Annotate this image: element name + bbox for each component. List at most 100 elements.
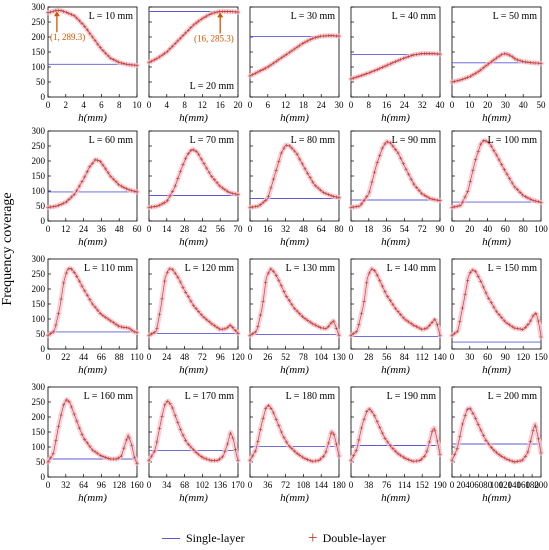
x-axis-label: h(mm) [381, 492, 410, 504]
double-layer-point [114, 322, 118, 326]
double-layer-point [539, 61, 543, 65]
double-layer-point [528, 197, 533, 201]
subplot-12: 0 24 48 72 96 120 h(mm) L = 120 mm [146, 258, 245, 376]
double-layer-point [494, 153, 499, 157]
double-layer-point [279, 284, 283, 288]
double-layer-point [215, 10, 219, 14]
legend-single-layer: Single-layer [162, 528, 245, 548]
x-axis-label: h(mm) [482, 112, 511, 124]
x-tick-label: 90 [501, 352, 511, 362]
double-layer-point [96, 42, 100, 46]
double-layer-point [199, 157, 203, 161]
double-layer-point [326, 193, 331, 197]
double-layer-point [450, 80, 454, 84]
double-layer-point [383, 436, 387, 440]
double-layer-point [77, 426, 81, 430]
x-tick-label: 72 [281, 480, 290, 490]
double-layer-point [536, 437, 540, 441]
double-layer-point [481, 433, 485, 437]
double-layer-point [329, 34, 333, 38]
double-layer-point [362, 73, 366, 77]
double-layer-point [313, 459, 317, 463]
double-layer-point [64, 398, 68, 402]
double-layer-point [176, 177, 180, 181]
double-layer-point [316, 35, 320, 39]
double-layer-point [117, 182, 121, 187]
double-layer-point [393, 148, 398, 152]
double-layer-point [287, 50, 291, 55]
y-tick-label: 150 [32, 171, 46, 181]
double-layer-point [383, 290, 387, 294]
double-layer-point [386, 440, 390, 444]
double-layer-point [197, 310, 201, 314]
double-layer-point [88, 31, 92, 36]
double-layer-point [256, 439, 260, 443]
y-tick-label: 150 [32, 47, 46, 57]
double-layer-point [352, 332, 356, 336]
double-layer-point [508, 458, 512, 462]
double-layer-point [67, 11, 71, 16]
subplot-8: 0 16 32 48 64 80 h(mm) L = 80 mm [247, 130, 344, 248]
double-layer-point [515, 58, 519, 62]
double-layer-point [306, 318, 310, 322]
x-tick-label: 0 [147, 100, 152, 110]
double-layer-point [93, 158, 97, 162]
double-layer-point [399, 313, 403, 317]
x-tick-label: 88 [115, 352, 125, 362]
double-layer-point [117, 456, 121, 460]
double-layer-point [258, 313, 263, 317]
double-layer-point [298, 157, 302, 161]
double-layer-point [458, 78, 462, 82]
double-layer-point [367, 71, 371, 75]
double-layer-point [453, 331, 457, 336]
double-layer-point [513, 57, 517, 61]
double-layer-point [171, 44, 175, 48]
double-layer-point [505, 457, 509, 461]
double-layer-point [401, 316, 405, 320]
double-layer-point [326, 324, 331, 328]
double-layer-point [189, 26, 193, 30]
double-layer-point [303, 167, 307, 171]
double-layer-point [85, 170, 89, 174]
double-layer-point [450, 205, 454, 210]
double-layer-point [407, 458, 411, 462]
double-layer-point [453, 453, 457, 457]
double-layer-point [56, 312, 61, 316]
double-layer-point [251, 332, 255, 336]
double-layer-point [531, 428, 535, 432]
subplot-title: L = 60 mm [89, 135, 134, 146]
double-layer-point [207, 170, 211, 175]
double-layer-point [487, 296, 491, 300]
double-layer-point [46, 205, 50, 210]
x-tick-label: 0 [147, 352, 152, 362]
double-layer-point [332, 194, 336, 198]
double-layer-point [365, 410, 369, 414]
double-layer-point [388, 141, 392, 145]
double-layer-point [231, 191, 235, 195]
double-layer-point [337, 333, 341, 338]
double-layer-point [46, 333, 50, 338]
double-layer-point [300, 162, 304, 166]
double-layer-point [380, 431, 384, 435]
double-layer-point [176, 420, 180, 425]
subplot-15: 0 30 60 90 120 150 h(mm) L = 150 mm [449, 258, 548, 376]
double-layer-point [367, 271, 371, 275]
x-tick-label: 20 [234, 100, 244, 110]
x-tick-label: 0 [147, 480, 152, 490]
double-layer-point [184, 290, 188, 294]
double-layer-point [261, 299, 265, 303]
y-tick-label: 0 [41, 472, 46, 482]
x-tick-label: 128 [112, 480, 126, 490]
double-layer-point [178, 427, 182, 431]
y-tick-label: 150 [32, 427, 46, 437]
y-tick-label: 250 [32, 141, 46, 151]
double-layer-point [438, 52, 442, 56]
x-tick-label: 32 [418, 100, 427, 110]
double-layer-point [430, 320, 434, 324]
double-layer-point [117, 60, 121, 64]
double-layer-point [370, 180, 374, 184]
x-tick-label: 0 [46, 480, 51, 490]
double-layer-point [463, 76, 467, 80]
